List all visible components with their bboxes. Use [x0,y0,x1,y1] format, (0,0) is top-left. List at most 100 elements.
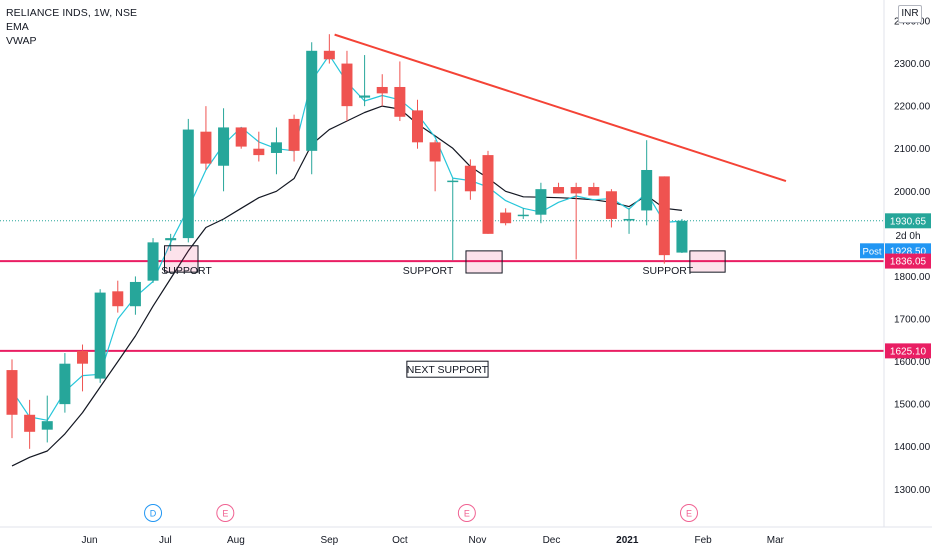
candle-up[interactable] [41,395,53,443]
candle-down[interactable] [24,399,36,449]
candle-body [323,50,335,60]
support-highlight-boxes [163,245,726,274]
candle-body [394,86,406,117]
candle-up[interactable] [270,127,282,175]
y-tick-label: 1600.00 [894,357,931,368]
candle-down[interactable] [6,359,18,439]
support-label[interactable]: SUPPORT [643,265,694,277]
earnings-marker[interactable] [216,504,235,522]
x-tick-label: Jul [159,535,172,546]
trendline[interactable] [334,33,787,183]
candle-body [253,148,265,156]
support-label[interactable]: SUPPORT [403,265,454,277]
candle-down[interactable] [235,127,247,149]
candle-body [77,350,89,364]
candle-body [588,187,600,196]
ema-legend-label[interactable]: EMA [6,21,29,33]
candle-down[interactable] [429,140,441,192]
annotation-box[interactable] [406,360,489,378]
candle-down[interactable] [376,74,388,107]
support-level-tag: 1836.05 [890,257,927,268]
dividend-marker[interactable] [144,504,163,522]
candle-down[interactable] [323,34,335,64]
next-support-label[interactable]: NEXT SUPPORT [407,364,489,376]
candle-up[interactable] [447,178,459,261]
candle-body [94,292,106,379]
earnings-marker-letter: E [686,509,692,519]
y-tick-label: 1300.00 [894,485,931,496]
x-tick-label: Oct [392,535,408,546]
candle-up[interactable] [147,238,159,283]
candle-up[interactable] [94,289,106,383]
y-tick-label: 1800.00 [894,272,931,283]
candle-down[interactable] [605,189,617,228]
candle-up[interactable] [676,218,688,254]
candle-up[interactable] [517,208,529,219]
candle-up[interactable] [129,276,141,315]
y-tick-label: 2000.00 [894,187,931,198]
x-tick-label: Nov [469,535,487,546]
candle-up[interactable] [535,182,547,224]
vwap-legend-label[interactable]: VWAP [6,35,37,47]
candle-body [129,281,141,307]
candle-down[interactable] [588,182,600,196]
candle-down[interactable] [658,176,670,264]
candle-body [482,155,494,234]
candle-body [165,238,177,241]
candle-up[interactable] [306,42,318,175]
candle-down[interactable] [482,150,494,234]
time-axis[interactable]: Jun Jul Aug Sep Oct Nov Dec 2021 Feb Mar [0,526,932,546]
candle-body [147,242,159,281]
candle-body [200,131,212,164]
candle-body [535,189,547,215]
candle-down[interactable] [553,182,565,194]
candle-down[interactable] [288,114,300,162]
candle-up[interactable] [218,108,230,192]
candle-down[interactable] [200,106,212,170]
candle-body [182,129,194,239]
candle-up[interactable] [623,208,635,234]
candle-body [376,86,388,94]
candle-down[interactable] [253,131,265,162]
candle-down[interactable] [77,344,89,392]
candle-up[interactable] [165,233,177,251]
last-price-tag-bg [885,213,931,229]
candle-up[interactable] [182,118,194,243]
candle-down[interactable] [500,208,512,226]
candle-body [500,212,512,224]
y-tick-label: 2300.00 [894,59,931,70]
candle-up[interactable] [59,353,71,413]
symbol-title[interactable]: RELIANCE INDS, 1W, NSE [6,7,138,19]
candle-body [676,220,688,253]
candle-down[interactable] [570,182,582,260]
support-highlight-box[interactable] [689,250,726,273]
last-price-tag: 1930.65 [890,216,927,227]
dividend-marker-letter: D [150,509,157,519]
annotations: SUPPORT SUPPORT SUPPORT NEXT SUPPORT [161,265,694,378]
support-label[interactable]: SUPPORT [161,265,212,277]
support-highlight-box[interactable] [163,245,199,273]
candle-body [41,421,53,430]
candle-body [288,118,300,151]
candle-up[interactable] [641,140,653,226]
candle-down[interactable] [394,61,406,122]
candle-down[interactable] [112,280,124,313]
candle-body [623,218,635,221]
candle-down[interactable] [464,159,476,200]
candle-down[interactable] [341,50,353,122]
candle-body [447,180,459,183]
y-tick-label: 2100.00 [894,144,931,155]
candle-body [112,291,124,307]
resistance-trendline[interactable] [334,33,787,183]
support-highlight-box[interactable] [465,250,503,274]
currency-button[interactable]: INR [898,5,922,23]
candle-body [306,50,318,151]
support-level-tag-bg [885,343,931,359]
earnings-marker[interactable] [457,504,476,522]
candle-down[interactable] [411,99,423,149]
candle-body [605,191,617,219]
candle-up[interactable] [359,55,371,107]
earnings-marker[interactable] [679,504,698,522]
